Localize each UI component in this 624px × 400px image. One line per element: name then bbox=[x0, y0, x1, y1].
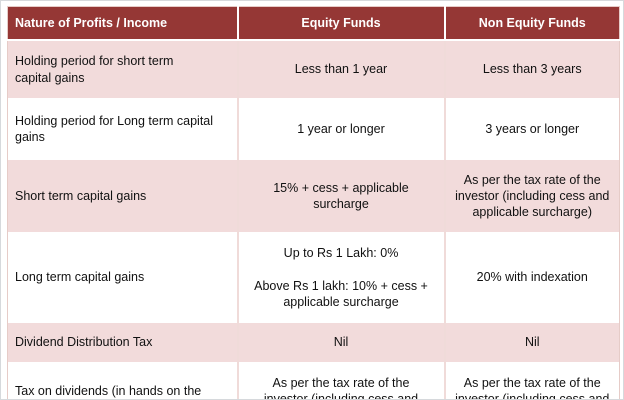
table-row-holding-period-short-term: Holding period for short term capital ga… bbox=[7, 40, 620, 98]
row-label: Holding period for short term capital ga… bbox=[7, 40, 238, 98]
fund-tax-comparison-table: Nature of Profits / Income Equity Funds … bbox=[7, 6, 620, 399]
header-cell-non-equity-funds: Non Equity Funds bbox=[443, 6, 620, 41]
row-label: Dividend Distribution Tax bbox=[7, 323, 238, 362]
equity-value: 1 year or longer bbox=[236, 98, 445, 160]
row-label: Tax on dividends (in hands on the invest… bbox=[7, 362, 238, 399]
equity-value: Up to Rs 1 Lakh: 0% Above Rs 1 lakh: 10%… bbox=[236, 232, 445, 323]
table-row-tax-on-dividends: Tax on dividends (in hands on the invest… bbox=[7, 362, 620, 399]
equity-value: 15% + cess + applicable surcharge bbox=[236, 160, 445, 232]
header-cell-nature-of-profits: Nature of Profits / Income bbox=[7, 6, 238, 41]
non-equity-value: 3 years or longer bbox=[443, 98, 620, 160]
non-equity-value: Nil bbox=[443, 323, 620, 362]
table-header-row: Nature of Profits / Income Equity Funds … bbox=[7, 6, 620, 41]
table-row-long-term-capital-gains: Long term capital gains Up to Rs 1 Lakh:… bbox=[7, 232, 620, 323]
table-row-holding-period-long-term: Holding period for Long term capital gai… bbox=[7, 98, 620, 160]
non-equity-value: As per the tax rate of the investor (inc… bbox=[443, 160, 620, 232]
equity-value: Less than 1 year bbox=[236, 40, 445, 98]
row-label: Holding period for Long term capital gai… bbox=[7, 98, 238, 160]
table-row-dividend-distribution-tax: Dividend Distribution Tax Nil Nil bbox=[7, 323, 620, 362]
equity-value: As per the tax rate of the investor (inc… bbox=[236, 362, 445, 399]
non-equity-value: 20% with indexation bbox=[443, 232, 620, 323]
table-row-short-term-capital-gains: Short term capital gains 15% + cess + ap… bbox=[7, 160, 620, 232]
non-equity-value: As per the tax rate of the investor (inc… bbox=[443, 362, 620, 399]
equity-value: Nil bbox=[236, 323, 445, 362]
header-cell-equity-funds: Equity Funds bbox=[236, 6, 445, 41]
row-label: Long term capital gains bbox=[7, 232, 238, 323]
row-label: Short term capital gains bbox=[7, 160, 238, 232]
non-equity-value: Less than 3 years bbox=[443, 40, 620, 98]
